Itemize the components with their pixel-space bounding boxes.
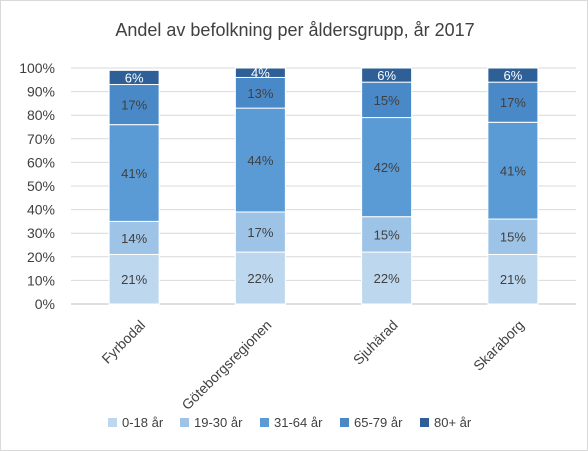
y-tick-label: 70% — [27, 131, 55, 147]
data-labels: 21% 14% 41% 17% 6% 22% 17% 44% 13% 4% 22% 15% 42% 15%… — [121, 66, 526, 288]
y-tick-label: 20% — [27, 249, 55, 265]
legend-swatch — [108, 418, 117, 427]
bar-segment — [234, 76, 286, 109]
bar-segment — [361, 67, 413, 83]
bar-segment — [234, 67, 286, 78]
legend-swatch — [340, 418, 349, 427]
y-tick-label: 100% — [19, 60, 55, 76]
bar-segment — [108, 124, 160, 222]
legend-item: 19-30 år — [180, 415, 243, 430]
bar-segment — [361, 216, 413, 253]
x-tick-label: Fyrbodal — [98, 317, 148, 367]
data-label: 15% — [500, 230, 526, 245]
y-tick-label: 80% — [27, 107, 55, 123]
data-label: 6% — [125, 70, 144, 85]
data-label: 41% — [121, 166, 147, 181]
chart-title: Andel av befolkning per åldersgrupp, år … — [115, 20, 474, 40]
data-label: 21% — [500, 272, 526, 287]
data-label: 14% — [121, 231, 147, 246]
legend-swatch — [180, 418, 189, 427]
bar-segment — [108, 220, 160, 255]
data-label: 17% — [247, 225, 273, 240]
x-axis: Fyrbodal Göteborgsregionen Sjuhärad Skarabo… — [98, 317, 527, 413]
legend-item: 80+ år — [420, 415, 472, 430]
y-tick-label: 60% — [27, 154, 55, 170]
data-label: 41% — [500, 164, 526, 179]
legend-label: 65-79 år — [354, 415, 403, 430]
legend-swatch — [420, 418, 429, 427]
legend: 0-18 år 19-30 år 31-64 år 65-79 år 80+ år — [108, 415, 472, 430]
legend-swatch — [260, 418, 269, 427]
data-label: 22% — [374, 271, 400, 286]
data-label: 13% — [247, 86, 273, 101]
data-label: 6% — [377, 68, 396, 83]
data-label: 4% — [251, 66, 270, 81]
data-label: 17% — [500, 95, 526, 110]
data-label: 44% — [247, 153, 273, 168]
legend-item: 65-79 år — [340, 415, 403, 430]
data-label: 21% — [121, 272, 147, 287]
data-label: 6% — [503, 68, 522, 83]
legend-label: 31-64 år — [274, 415, 323, 430]
bar-segment — [234, 107, 286, 213]
bar-segment — [487, 218, 539, 255]
legend-item: 0-18 år — [108, 415, 164, 430]
bars — [108, 67, 539, 305]
bar-segment — [361, 251, 413, 305]
y-tick-label: 0% — [35, 296, 55, 312]
legend-item: 31-64 år — [260, 415, 323, 430]
legend-label: 0-18 år — [122, 415, 164, 430]
data-label: 15% — [374, 93, 400, 108]
bar-segment — [361, 81, 413, 119]
y-tick-label: 40% — [27, 202, 55, 218]
bar-segment — [108, 84, 160, 126]
bar-segment — [234, 251, 286, 305]
x-tick-label: Göteborgsregionen — [178, 317, 274, 413]
bar-segment — [234, 211, 286, 253]
legend-label: 80+ år — [434, 415, 472, 430]
bar-segment — [108, 253, 160, 305]
x-tick-label: Skaraborg — [470, 317, 527, 374]
bar-segment — [361, 117, 413, 218]
y-tick-label: 90% — [27, 84, 55, 100]
y-axis: 0% 10% 20% 30% 40% 50% 60% 70% 80% 90% 100% — [19, 60, 55, 312]
y-tick-label: 50% — [27, 178, 55, 194]
legend-label: 19-30 år — [194, 415, 243, 430]
y-tick-label: 30% — [27, 225, 55, 241]
bar-segment — [487, 67, 539, 83]
y-tick-label: 10% — [27, 272, 55, 288]
data-label: 42% — [374, 160, 400, 175]
bar-segment — [487, 121, 539, 220]
data-label: 15% — [374, 227, 400, 242]
bar-segment — [108, 69, 160, 86]
data-label: 17% — [121, 98, 147, 113]
data-label: 22% — [247, 271, 273, 286]
x-tick-label: Sjuhärad — [350, 317, 401, 368]
